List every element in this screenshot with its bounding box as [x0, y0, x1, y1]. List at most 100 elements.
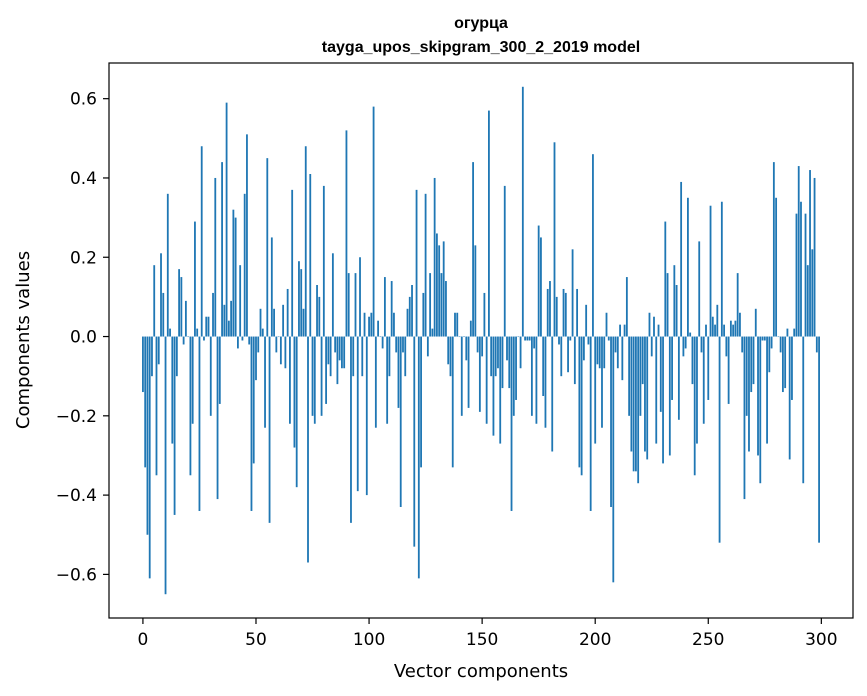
- bar-222: [644, 336, 646, 452]
- bar-140: [458, 336, 461, 338]
- bar-283: [781, 336, 784, 393]
- bar-56: [268, 336, 271, 523]
- bar-157: [497, 336, 499, 369]
- bar-49: [252, 336, 255, 464]
- bar-208: [612, 336, 615, 583]
- x-tick-label: 0: [138, 630, 149, 650]
- bar-9: [162, 292, 165, 337]
- bar-127: [429, 273, 432, 337]
- chart-title-line2: tayga_upos_skipgram_300_2_2019 model: [322, 39, 640, 56]
- bar-123: [420, 336, 422, 468]
- bar-178: [544, 336, 547, 428]
- bar-54: [264, 336, 266, 428]
- bar-79: [320, 336, 323, 416]
- bar-21: [189, 336, 192, 476]
- x-tick-label: 50: [245, 630, 267, 650]
- bar-290: [797, 166, 800, 337]
- bar-289: [795, 213, 798, 337]
- bar-136: [449, 336, 452, 377]
- bar-120: [413, 336, 416, 547]
- bar-202: [598, 336, 601, 369]
- bar-250: [707, 336, 710, 400]
- bar-65: [289, 336, 291, 424]
- bar-177: [542, 336, 545, 396]
- bar-247: [700, 336, 703, 353]
- bar-148: [476, 336, 479, 353]
- bar-282: [779, 336, 782, 353]
- bar-118: [408, 296, 411, 337]
- bar-286: [788, 336, 791, 460]
- bar-137: [451, 336, 454, 468]
- bar-281: [777, 336, 780, 338]
- bar-2: [146, 336, 149, 535]
- bar-291: [800, 201, 802, 337]
- y-tick-label: 0.4: [70, 169, 97, 189]
- bar-233: [668, 336, 671, 456]
- bar-227: [655, 336, 658, 444]
- bar-series: [142, 86, 820, 595]
- bar-226: [653, 316, 655, 337]
- bar-262: [734, 320, 737, 337]
- bar-18: [182, 336, 185, 345]
- bar-69: [298, 261, 300, 337]
- bar-169: [524, 336, 526, 341]
- bar-293: [804, 213, 807, 337]
- bar-142: [463, 336, 465, 338]
- bar-199: [592, 154, 594, 337]
- bar-16: [178, 269, 181, 337]
- bar-108: [386, 336, 389, 424]
- bar-47: [248, 336, 251, 345]
- bar-267: [745, 336, 748, 416]
- bar-97: [361, 336, 364, 377]
- bar-263: [736, 273, 739, 337]
- bar-100: [368, 316, 370, 337]
- bar-253: [714, 324, 716, 337]
- bar-228: [657, 324, 660, 337]
- bar-43: [239, 265, 242, 337]
- bar-24: [196, 328, 199, 337]
- bar-91: [347, 273, 350, 337]
- bar-96: [359, 257, 361, 337]
- bar-150: [481, 336, 484, 357]
- bar-63: [284, 336, 287, 369]
- bar-164: [512, 336, 515, 416]
- bar-193: [578, 336, 581, 468]
- bar-144: [467, 336, 470, 408]
- bar-117: [406, 308, 409, 337]
- bar-160: [503, 185, 506, 337]
- bar-105: [379, 336, 382, 338]
- bar-114: [399, 336, 402, 507]
- bar-62: [282, 304, 285, 337]
- bar-269: [750, 336, 753, 393]
- bar-173: [533, 336, 536, 349]
- bar-194: [580, 336, 583, 476]
- bar-237: [677, 336, 680, 420]
- bar-288: [793, 328, 796, 337]
- x-tick-label: 150: [466, 630, 498, 650]
- bar-284: [784, 336, 787, 389]
- bar-216: [630, 336, 633, 452]
- bar-7: [157, 336, 160, 365]
- bar-71: [302, 308, 305, 337]
- bar-99: [365, 336, 368, 496]
- bar-3: [148, 336, 151, 579]
- bar-101: [370, 312, 373, 337]
- bar-88: [341, 336, 343, 369]
- bar-80: [322, 185, 325, 337]
- bar-109: [388, 336, 391, 377]
- bar-131: [438, 245, 441, 337]
- bar-235: [673, 265, 676, 337]
- bar-40: [232, 209, 235, 337]
- bar-147: [474, 245, 477, 337]
- bar-260: [729, 320, 732, 337]
- bar-254: [716, 304, 719, 337]
- bar-37: [225, 102, 228, 337]
- bar-230: [662, 336, 664, 464]
- y-tick-label: −0.6: [56, 565, 97, 585]
- bar-23: [194, 221, 196, 337]
- bar-188: [567, 336, 569, 373]
- bar-73: [307, 336, 309, 563]
- bar-252: [711, 316, 714, 337]
- bar-295: [809, 170, 811, 337]
- bar-12: [169, 328, 171, 337]
